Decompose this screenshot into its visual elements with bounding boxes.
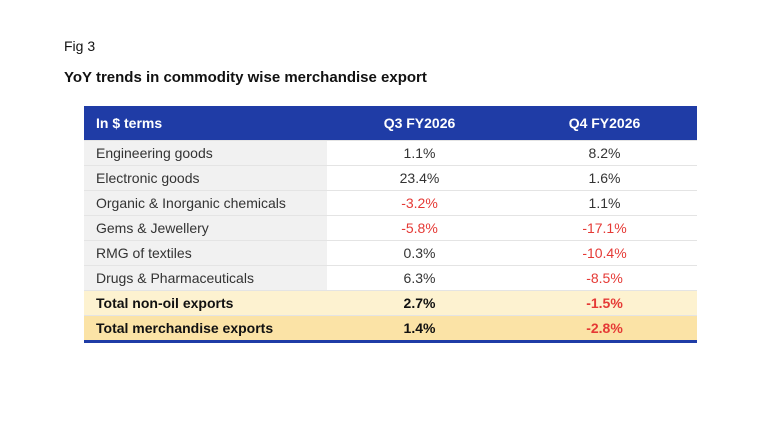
cell: 6.3%	[327, 265, 512, 291]
cell: -10.4%	[512, 240, 697, 266]
cell: 2.7%	[327, 290, 512, 316]
row: Organic & Inorganic chemicals -3.2% 1.1%	[84, 190, 697, 216]
row-label: In $ terms	[84, 106, 327, 141]
row-label: Engineering goods	[84, 140, 327, 166]
cell: 1.6%	[512, 165, 697, 191]
cell: -3.2%	[327, 190, 512, 216]
row: RMG of textiles 0.3% -10.4%	[84, 240, 697, 266]
row-label: Organic & Inorganic chemicals	[84, 190, 327, 216]
cell: 8.2%	[512, 140, 697, 166]
row-label: RMG of textiles	[84, 240, 327, 266]
cell: -1.5%	[512, 290, 697, 316]
figure-label: Fig 3	[64, 38, 96, 54]
cell: 1.1%	[327, 140, 512, 166]
total-row: Total merchandise exports 1.4% -2.8%	[84, 315, 697, 342]
cell: 1.1%	[512, 190, 697, 216]
cell: 23.4%	[327, 165, 512, 191]
table: In $ terms Q3 FY2026 Q4 FY2026 Engineering …	[84, 106, 697, 343]
cell: -8.5%	[512, 265, 697, 291]
row-label: Drugs & Pharmaceuticals	[84, 265, 327, 291]
total-row: Total non-oil exports 2.7% -1.5%	[84, 290, 697, 316]
cell: -2.8%	[512, 315, 697, 342]
row: Gems & Jewellery -5.8% -17.1%	[84, 215, 697, 241]
cell: Q3 FY2026	[327, 106, 512, 141]
row-label: Gems & Jewellery	[84, 215, 327, 241]
cell: -17.1%	[512, 215, 697, 241]
row-label: Total merchandise exports	[84, 315, 327, 342]
cell: Q4 FY2026	[512, 106, 697, 141]
row: Drugs & Pharmaceuticals 6.3% -8.5%	[84, 265, 697, 291]
row-label: Total non-oil exports	[84, 290, 327, 316]
row-label: Electronic goods	[84, 165, 327, 191]
cell: -5.8%	[327, 215, 512, 241]
header-row: In $ terms Q3 FY2026 Q4 FY2026	[84, 106, 697, 141]
row: Engineering goods 1.1% 8.2%	[84, 140, 697, 166]
cell: 0.3%	[327, 240, 512, 266]
cell: 1.4%	[327, 315, 512, 342]
title: YoY trends in commodity wise merchandise…	[64, 69, 427, 86]
row: Electronic goods 23.4% 1.6%	[84, 165, 697, 191]
